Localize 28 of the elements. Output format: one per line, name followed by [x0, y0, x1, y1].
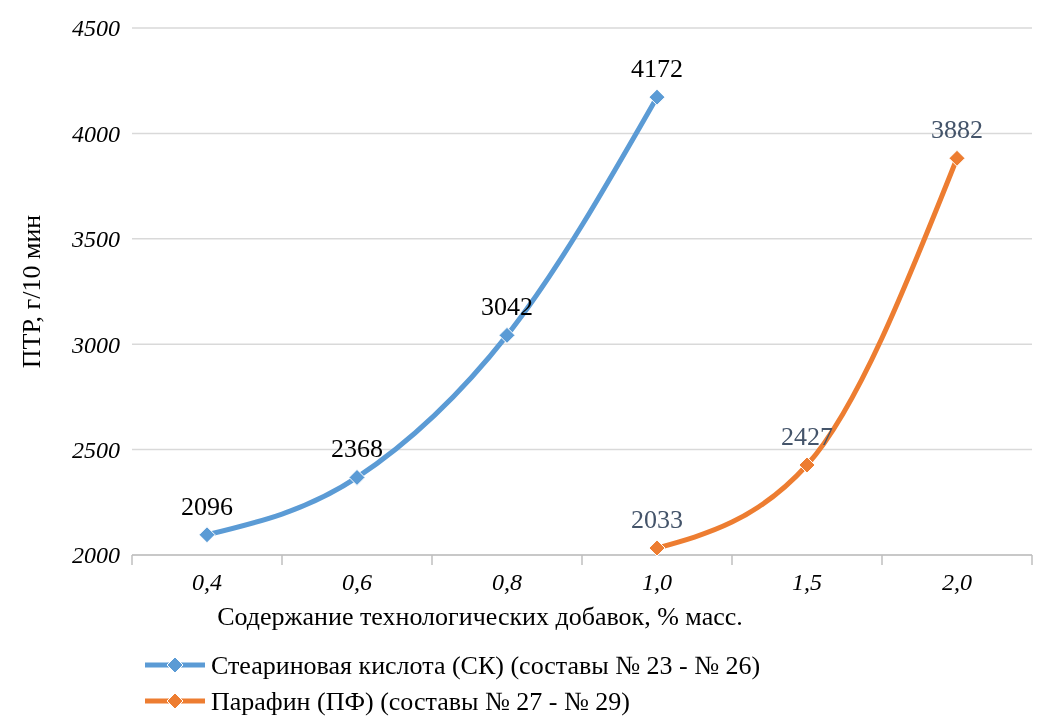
- x-tick-label: 0,4: [192, 569, 222, 595]
- data-label: 2368: [331, 434, 383, 464]
- x-tick-label: 2,0: [942, 569, 972, 595]
- point: [498, 326, 516, 344]
- x-tick-label: 0,6: [342, 569, 372, 595]
- point: [648, 539, 666, 557]
- point: [948, 149, 966, 167]
- x-axis-title: Содержание технологических добавок, % масс.: [217, 602, 743, 631]
- y-tick-label: 3500: [71, 226, 120, 253]
- x-tick-label: 1,0: [642, 569, 672, 595]
- y-tick-label: 2500: [72, 437, 120, 463]
- legend-label: Стеариновая кислота (СК) (составы № 23 - № 26): [211, 651, 761, 681]
- x-tick-label: 1,5: [792, 569, 822, 595]
- y-tick-label: 4500: [72, 15, 120, 42]
- data-label: 4172: [631, 54, 683, 84]
- point: [648, 88, 666, 106]
- point: [798, 456, 816, 474]
- data-label: 3882: [931, 115, 983, 145]
- point: [198, 526, 216, 544]
- y-tick-label: 2000: [72, 542, 120, 569]
- y-axis-title: ПТР, г/10 мин: [17, 214, 46, 369]
- y-tick-label: 4000: [72, 120, 120, 147]
- point: [348, 468, 366, 486]
- x-tick-label: 0,8: [492, 569, 522, 595]
- data-label: 2096: [181, 491, 233, 521]
- data-label: 2033: [631, 505, 683, 535]
- legend-label: Парафин (ПФ) (составы № 27 - № 29): [211, 687, 630, 717]
- y-tick-label: 3000: [71, 331, 120, 358]
